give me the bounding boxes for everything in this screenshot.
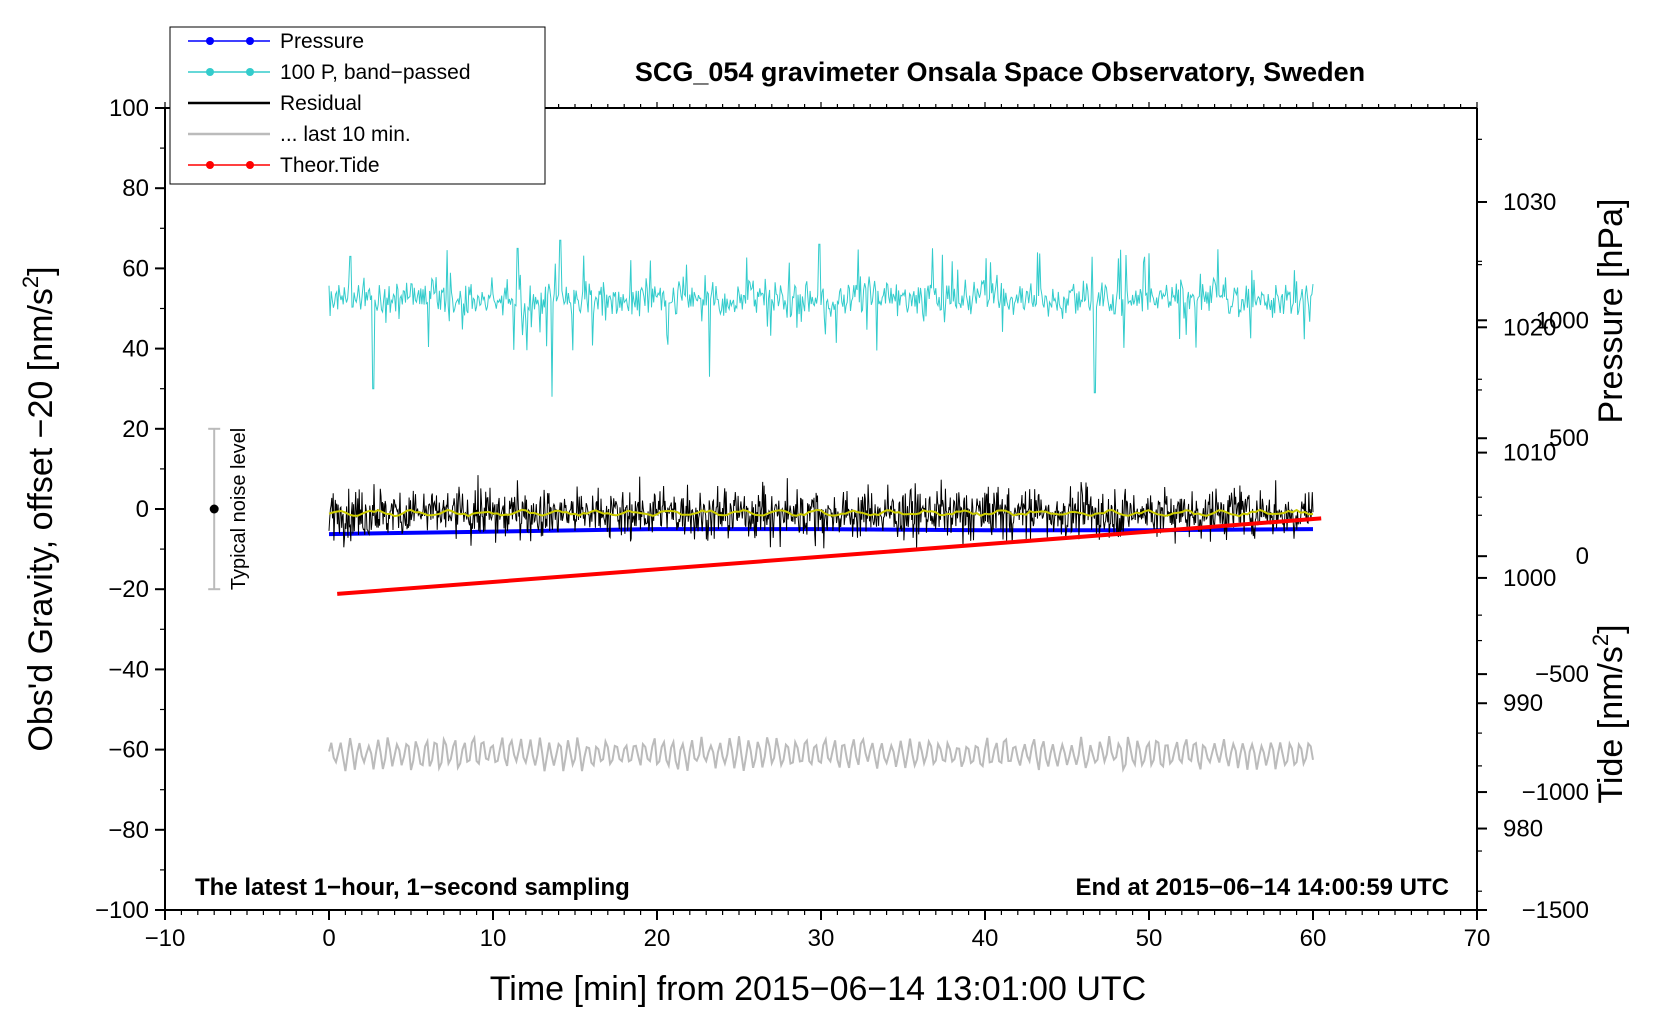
- tide-tick-label: −1500: [1522, 897, 1589, 924]
- pressure-tick-label: 1010: [1503, 440, 1556, 467]
- pressure-tick-label: 1020: [1503, 314, 1556, 341]
- tide-tick-label: 500: [1549, 425, 1589, 452]
- pressure-tick-label: 1030: [1503, 189, 1556, 216]
- legend-label: Theor.Tide: [280, 154, 380, 177]
- legend-label: 100 P, band−passed: [280, 61, 471, 84]
- x-tick-label: −10: [145, 925, 186, 952]
- axis-ticks: −10 0 10 20 30 40 50 60 70100806040200−20−40−60−…: [95, 95, 1589, 952]
- y-tick-label: 0: [136, 496, 149, 523]
- y-tick-label: 80: [122, 175, 149, 202]
- legend-label: Pressure: [280, 30, 364, 53]
- legend-swatch-marker: [246, 37, 254, 45]
- tide-tick-label: 0: [1576, 543, 1589, 570]
- y-tick-label: 100: [109, 95, 149, 122]
- legend-box: [169, 26, 546, 185]
- y-axis-title-pressure: Pressure [hPa]: [1592, 199, 1630, 424]
- legend-swatch-marker: [206, 161, 214, 169]
- series-residual-smoothed-line: [328, 508, 1314, 518]
- pressure-tick-label: 990: [1503, 690, 1543, 717]
- x-tick-label: 40: [972, 925, 999, 952]
- legend-swatch-marker: [246, 68, 254, 76]
- x-tick-label: 60: [1300, 925, 1327, 952]
- series-last-10-min-line: [328, 734, 1314, 773]
- tide-tick-label: −1000: [1522, 779, 1589, 806]
- legend-label: Residual: [280, 92, 362, 115]
- y-tick-label: −100: [95, 897, 149, 924]
- series-band-passed-line: [328, 239, 1314, 397]
- annotation-left: The latest 1−hour, 1−second sampling: [195, 874, 630, 901]
- y-tick-label: 60: [122, 255, 149, 282]
- series-group: [328, 239, 1322, 773]
- x-tick-label: 50: [1136, 925, 1163, 952]
- y-axis-title-left-end: ]: [22, 266, 60, 275]
- y-tick-label: −80: [108, 817, 149, 844]
- y-axis-title-left-main: Obs'd Gravity, offset −20 [nm/s: [22, 288, 60, 751]
- annotation-right: End at 2015−06−14 14:00:59 UTC: [1075, 874, 1449, 901]
- legend-swatch-marker: [206, 68, 214, 76]
- noise-bar: Typical noise level: [208, 427, 250, 591]
- x-tick-label: 0: [322, 925, 335, 952]
- legend: Pressure 100 P, band−passed Residual ... la…: [169, 26, 546, 185]
- y-axis-title-tide-sup: 2: [1588, 634, 1613, 646]
- pressure-tick-label: 1000: [1503, 565, 1556, 592]
- y-axis-title-tide: Tide [nm/s2]: [1588, 624, 1630, 803]
- legend-label: ... last 10 min.: [280, 123, 411, 146]
- y-tick-label: 20: [122, 416, 149, 443]
- y-axis-title-left: Obs'd Gravity, offset −20 [nm/s2]: [18, 266, 60, 751]
- legend-items: Pressure 100 P, band−passed Residual ... la…: [188, 30, 471, 177]
- x-tick-label: 70: [1464, 925, 1491, 952]
- x-tick-label: 30: [808, 925, 835, 952]
- x-tick-label: 10: [480, 925, 507, 952]
- x-axis-title: Time [min] from 2015−06−14 13:01:00 UTC: [490, 970, 1146, 1008]
- y-tick-label: 40: [122, 336, 149, 363]
- tide-tick-label: 1000: [1536, 307, 1589, 334]
- chart-title: SCG_054 gravimeter Onsala Space Observat…: [635, 57, 1365, 87]
- y-axis-title-tide-main: Tide [nm/s: [1592, 646, 1630, 803]
- y-axis-title-tide-end: ]: [1592, 624, 1630, 633]
- legend-swatch-marker: [206, 37, 214, 45]
- y-axis-title-left-sup: 2: [18, 276, 43, 288]
- noise-bar-dot: [209, 504, 219, 514]
- tide-tick-label: −500: [1535, 661, 1589, 688]
- y-tick-label: −20: [108, 576, 149, 603]
- pressure-tick-label: 980: [1503, 816, 1543, 843]
- series-theor-tide-line: [337, 516, 1322, 596]
- legend-swatch-marker: [246, 161, 254, 169]
- noise-bar-label: Typical noise level: [228, 428, 250, 590]
- y-tick-label: −40: [108, 656, 149, 683]
- y-tick-label: −60: [108, 737, 149, 764]
- x-tick-label: 20: [644, 925, 671, 952]
